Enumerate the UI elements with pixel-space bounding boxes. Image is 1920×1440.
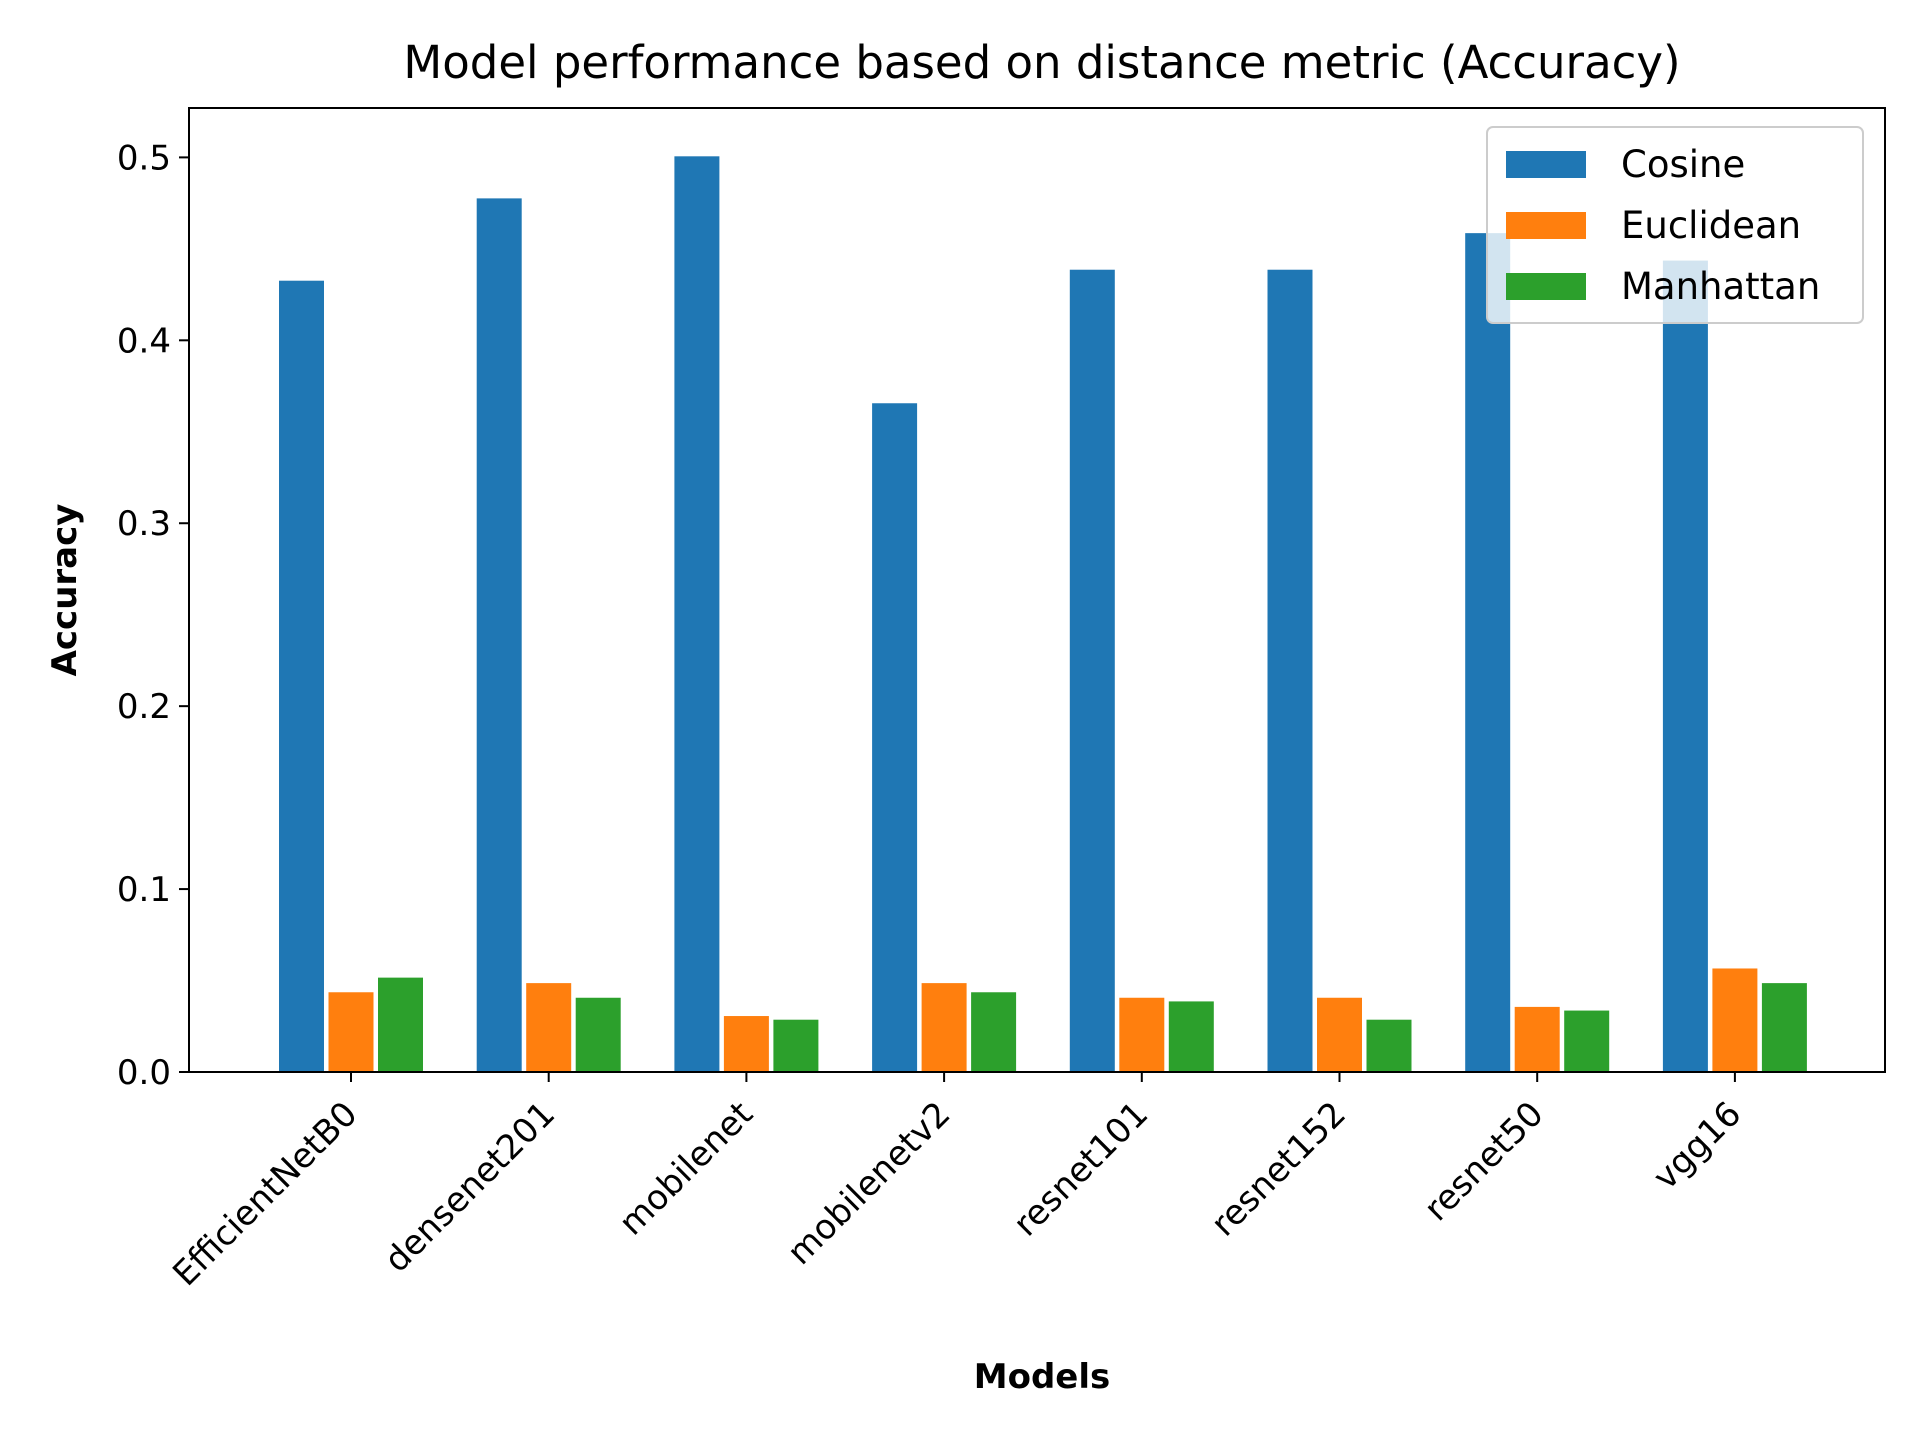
bar-cosine-resnet50 (1463, 231, 1512, 1073)
x-axis-label: Models (974, 1357, 1110, 1397)
legend-label-euclidean: Euclidean (1621, 204, 1801, 247)
bar-euclidean-efficientnetb0 (327, 990, 375, 1073)
bar-manhattan-resnet50 (1562, 1009, 1611, 1073)
x-tick-label: vgg16 (1646, 1094, 1750, 1198)
bar-euclidean-resnet152 (1315, 996, 1364, 1073)
x-tick-label: densenet201 (377, 1094, 563, 1280)
bar-manhattan-resnet152 (1365, 1018, 1413, 1073)
bar-euclidean-vgg16 (1710, 966, 1759, 1073)
x-tick-label: resnet50 (1417, 1094, 1552, 1229)
y-tick-label: 0.2 (117, 687, 171, 727)
legend-label-cosine: Cosine (1621, 143, 1745, 186)
bar-manhattan-resnet101 (1167, 999, 1216, 1073)
bar-euclidean-densenet201 (524, 981, 573, 1073)
x-tick-label: EfficientNetB0 (165, 1094, 365, 1294)
y-tick-label: 0.4 (117, 321, 171, 361)
bar-cosine-efficientnetb0 (277, 279, 326, 1073)
legend-label-manhattan: Manhattan (1621, 265, 1820, 308)
y-axis-label: Accuracy (45, 504, 85, 677)
bar-manhattan-efficientnetb0 (376, 976, 425, 1073)
bar-manhattan-mobilenetv2 (969, 990, 1018, 1073)
x-tick-label: resnet101 (1006, 1094, 1156, 1244)
bar-cosine-densenet201 (475, 196, 524, 1073)
bar-manhattan-vgg16 (1760, 981, 1809, 1073)
legend-swatch-euclidean (1506, 212, 1586, 239)
x-tick-label: mobilenet (611, 1094, 760, 1243)
plot-frame (188, 107, 1886, 1073)
x-tick-label: resnet152 (1204, 1094, 1354, 1244)
bar-cosine-resnet101 (1068, 268, 1117, 1073)
bar-euclidean-resnet50 (1513, 1005, 1562, 1073)
legend-swatch-manhattan (1506, 273, 1586, 300)
bar-cosine-resnet152 (1266, 268, 1314, 1073)
bar-euclidean-mobilenetv2 (920, 981, 969, 1073)
x-tick-label: mobilenetv2 (780, 1094, 959, 1273)
bar-manhattan-mobilenet (771, 1018, 820, 1073)
bar-euclidean-mobilenet (722, 1014, 771, 1073)
y-tick-label: 0.0 (117, 1053, 171, 1093)
y-tick-label: 0.1 (117, 870, 171, 910)
bar-cosine-vgg16 (1661, 259, 1710, 1073)
bars-layer (277, 154, 1809, 1073)
y-tick-label: 0.5 (117, 138, 171, 178)
y-tick-label: 0.3 (117, 504, 171, 544)
bar-cosine-mobilenetv2 (870, 401, 919, 1073)
legend-swatch-cosine (1506, 151, 1586, 178)
bar-manhattan-densenet201 (574, 996, 623, 1073)
legend: Cosine Euclidean Manhattan (1486, 126, 1864, 324)
chart-title: Model performance based on distance metr… (403, 36, 1680, 89)
bar-cosine-mobilenet (672, 154, 721, 1073)
bar-euclidean-resnet101 (1117, 996, 1166, 1073)
